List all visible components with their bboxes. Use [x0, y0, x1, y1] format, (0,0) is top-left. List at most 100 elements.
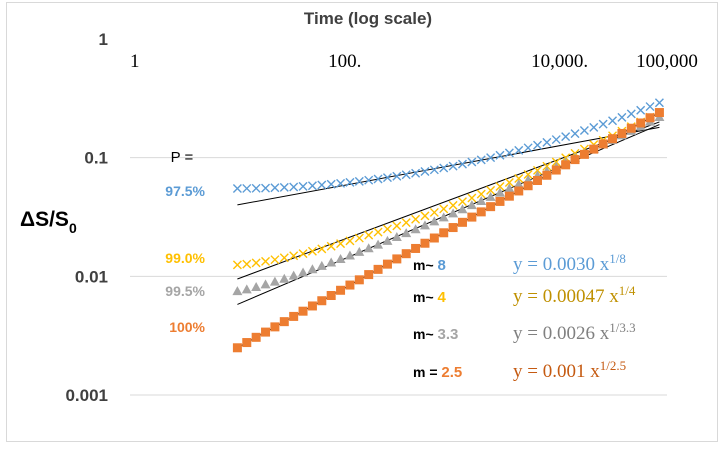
- data-point-x: [279, 253, 289, 263]
- y-tick-label: 0.001: [65, 386, 108, 405]
- data-point-x: [579, 126, 589, 136]
- data-point-square: [617, 128, 627, 138]
- m-value-label: m~ 3.3: [413, 326, 458, 343]
- data-point-x: [336, 239, 346, 249]
- data-point-square: [636, 118, 646, 128]
- data-point-triangle: [410, 224, 421, 234]
- data-point-x: [354, 233, 364, 243]
- data-point-x: [636, 105, 646, 115]
- data-point-x: [251, 183, 261, 193]
- equation-label: y = 0.0030 x1/8: [513, 251, 626, 275]
- data-point-square: [457, 217, 467, 227]
- y-tick-labels: 1 0.1 0.01 0.001: [65, 30, 108, 405]
- data-point-x: [439, 204, 449, 214]
- data-point-triangle: [251, 282, 262, 292]
- data-point-square: [654, 108, 664, 118]
- x-tick-label: 100,000: [636, 51, 698, 72]
- data-point-x: [448, 161, 458, 171]
- data-point-x: [617, 112, 627, 122]
- data-point-square: [242, 338, 252, 348]
- data-point-x: [514, 174, 524, 184]
- data-point-x: [382, 224, 392, 234]
- data-point-square: [476, 207, 486, 217]
- equation-label: y = 0.001 x1/2.5: [513, 358, 626, 382]
- data-point-square: [392, 254, 402, 264]
- data-point-x: [336, 178, 346, 188]
- x-tick-label: 1: [130, 51, 140, 72]
- data-markers: [232, 98, 665, 353]
- x-tick-label: 10,000.: [531, 51, 588, 72]
- data-point-triangle: [241, 284, 252, 294]
- data-point-triangle: [382, 235, 393, 245]
- data-point-x: [467, 193, 477, 203]
- data-point-triangle: [269, 276, 280, 286]
- data-point-x: [364, 230, 374, 240]
- data-point-x: [345, 236, 355, 246]
- data-point-x: [523, 143, 533, 153]
- data-point-x: [411, 214, 421, 224]
- fit-line-1: [237, 121, 660, 280]
- data-point-x: [654, 98, 664, 108]
- m-value-label: m = 2.5: [413, 364, 462, 381]
- data-point-square: [598, 139, 608, 149]
- data-point-x: [598, 119, 608, 129]
- data-point-x: [420, 211, 430, 221]
- data-point-x: [392, 221, 402, 231]
- p-label-2: 99.5%: [165, 283, 205, 299]
- data-point-x: [289, 182, 299, 192]
- data-point-square: [551, 165, 561, 175]
- y-tick-label: 0.1: [84, 149, 108, 168]
- data-point-triangle: [373, 239, 384, 249]
- data-point-x: [495, 181, 505, 191]
- data-point-x: [401, 170, 411, 180]
- data-point-triangle: [344, 250, 355, 260]
- data-point-square: [570, 155, 580, 165]
- data-point-x: [242, 259, 252, 269]
- data-point-triangle: [260, 279, 271, 289]
- data-point-triangle: [485, 191, 496, 201]
- fit-lines: [237, 112, 660, 349]
- data-point-x: [232, 260, 242, 270]
- gridlines: [130, 157, 667, 396]
- data-point-x: [289, 251, 299, 261]
- p-label-0: 97.5%: [165, 183, 205, 199]
- data-point-x: [504, 148, 514, 158]
- data-point-triangle: [504, 183, 515, 193]
- data-point-x: [439, 163, 449, 173]
- data-point-x: [270, 255, 280, 265]
- data-point-x: [486, 153, 496, 163]
- data-point-square: [270, 322, 280, 332]
- data-point-square: [261, 327, 271, 337]
- data-point-x: [373, 227, 383, 237]
- chart-frame: [6, 2, 718, 442]
- data-point-square: [561, 160, 571, 170]
- data-point-square: [279, 317, 289, 327]
- data-point-x: [251, 258, 261, 268]
- series-0: [232, 98, 664, 193]
- p-labels: 97.5% 99.0% 99.5% 100%: [165, 183, 205, 335]
- data-point-square: [289, 311, 299, 321]
- data-point-x: [626, 109, 636, 119]
- data-point-x: [242, 183, 252, 193]
- data-point-x: [232, 183, 242, 193]
- data-point-x: [429, 165, 439, 175]
- equation-label: y = 0.00047 x1/4: [513, 283, 636, 307]
- data-point-triangle: [335, 254, 346, 264]
- data-point-triangle: [298, 267, 309, 277]
- data-point-square: [589, 144, 599, 154]
- data-point-x: [608, 116, 618, 126]
- data-point-square: [298, 306, 308, 316]
- data-point-square: [626, 123, 636, 133]
- data-point-square: [467, 212, 477, 222]
- data-point-x: [542, 137, 552, 147]
- data-point-square: [307, 301, 317, 311]
- data-point-square: [382, 259, 392, 269]
- data-point-x: [504, 178, 514, 188]
- data-point-x: [307, 181, 317, 191]
- x-tick-label: 100.: [328, 51, 361, 72]
- data-point-square: [439, 228, 449, 238]
- data-point-x: [261, 183, 271, 193]
- data-point-x: [354, 176, 364, 186]
